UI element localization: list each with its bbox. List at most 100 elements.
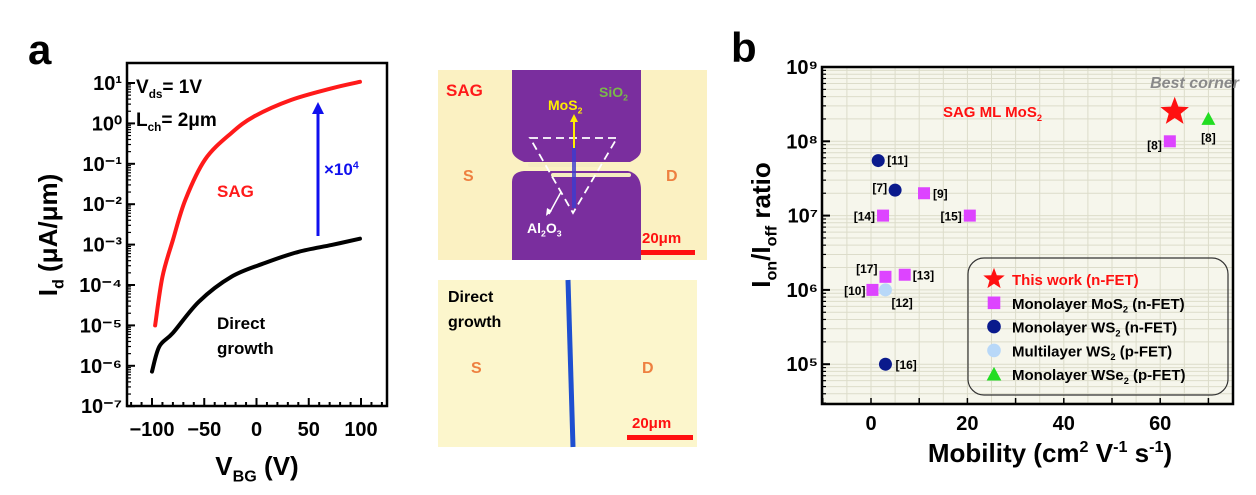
mos2-arrow-head: [570, 114, 578, 122]
x-tick-label-a: −100: [129, 419, 174, 441]
x-tick-label-b: 0: [865, 413, 876, 435]
x-tick-label-a: 100: [344, 419, 377, 441]
data-point-circle: [888, 183, 902, 197]
legend-marker-square: [987, 296, 1001, 310]
y-axis-title-b: Ion​/Ioff​ ratio: [746, 162, 781, 288]
y-tick-label-b: 10⁸: [786, 131, 818, 153]
annotation-best-corner: Best corner: [1150, 75, 1240, 92]
curve-direct-growth: [150, 236, 362, 374]
point-ref-label: [8]: [1147, 138, 1162, 152]
panel-label-b: b: [731, 24, 757, 71]
x-tick-label-a: 0: [251, 419, 262, 441]
data-point-circle: [878, 357, 892, 371]
x-tick-label-b: 20: [956, 413, 978, 435]
point-ref-label: [15]: [940, 210, 961, 224]
al2o3-arrow: [548, 191, 562, 215]
sio2-region-bottom: [512, 171, 641, 260]
micrograph-direct-growth: Direct growth S D 20μm: [438, 279, 697, 448]
micrograph-sag: SAG SiO2​ MoS2​ Al2​O3​ S D 20μm: [438, 70, 707, 260]
point-ref-label: [17]: [856, 262, 877, 276]
annotation-sag-ml-mos2: SAG ML MoS2​: [943, 104, 1042, 123]
panel-b-benchmark: 0 20 40 60 10⁹ 10⁸ 10⁷ 10⁶ 10⁵ Best corner SAG M…: [746, 57, 1240, 468]
data-point-square: [918, 187, 931, 200]
y-tick-label-b: 10⁷: [788, 206, 819, 228]
point-ref-label: [7]: [872, 181, 887, 195]
panel-label-a: a: [28, 26, 52, 73]
label-drain-bottom: D: [642, 360, 654, 377]
label-direct-1: Direct: [217, 314, 266, 333]
slit-upper: [528, 163, 603, 167]
data-point-square: [1163, 135, 1176, 148]
point-ref-label: [16]: [895, 358, 916, 372]
point-ref-label: [8]: [1201, 131, 1216, 145]
x-tick-label-b: 40: [1053, 413, 1075, 435]
data-point-square: [877, 209, 890, 222]
x-tick-label-a: 50: [298, 419, 320, 441]
data-point-square: [963, 209, 976, 222]
data-point-square: [898, 268, 911, 281]
y-axis-title-a: Id​ (μA/μm): [33, 174, 68, 297]
data-point-square: [879, 270, 892, 283]
point-ref-label: [13]: [913, 269, 934, 283]
y-tick-label-a: 10⁻²: [83, 194, 123, 216]
y-tick-label-a: 10⁻⁵: [80, 315, 122, 337]
point-ref-label: [9]: [933, 187, 948, 201]
label-direct-image-1: Direct: [448, 289, 494, 306]
label-source-top: S: [463, 168, 474, 185]
data-point-circle: [878, 283, 892, 297]
y-tick-label-b: 10⁹: [786, 57, 818, 79]
label-direct-2: growth: [217, 339, 274, 358]
legend-marker-star: [983, 267, 1005, 289]
y-tick-label-a: 10⁰: [92, 113, 122, 135]
y-tick-label-b: 10⁵: [786, 354, 818, 376]
sio2-region-top: [512, 70, 641, 162]
legend-marker-circle: [987, 319, 1001, 334]
gain-arrow-head: [312, 102, 324, 114]
data-point-square: [866, 283, 879, 296]
legend-entry: This work (n-FET): [1012, 272, 1139, 289]
point-ref-label: [12]: [891, 296, 912, 310]
label-sag: SAG: [217, 182, 254, 201]
data-point-circle: [871, 154, 885, 168]
label-direct-image-2: growth: [448, 314, 501, 331]
point-ref-label: [11]: [887, 154, 908, 168]
y-tick-label-a: 10⁻³: [83, 235, 123, 257]
y-tick-label-b: 10⁶: [787, 280, 818, 302]
label-source-bottom: S: [471, 360, 482, 377]
annotation-lch: Lch​= 2μm: [136, 110, 217, 134]
legend-marker-triangle: [986, 366, 1002, 381]
mos2-channel-direct: [565, 279, 576, 448]
label-gain: ×104​: [324, 160, 359, 179]
legend-entry: Monolayer WS2​ (n-FET): [1012, 320, 1177, 339]
data-point-star: [1160, 96, 1189, 124]
label-mos2: MoS2​: [548, 97, 583, 116]
x-tick-label-a: −50: [187, 419, 221, 441]
legend-entry: Monolayer MoS2​ (n-FET): [1012, 296, 1185, 315]
legend-marker-circle: [987, 343, 1001, 358]
x-axis-title-b: Mobility (cm2​ V-1​ s-1​): [928, 438, 1172, 468]
y-tick-label-a: 10⁻¹: [83, 154, 123, 176]
scale-label-top: 20μm: [642, 230, 681, 247]
y-tick-label-a: 10⁻⁶: [80, 356, 122, 378]
y-tick-label-a: 10¹: [93, 73, 122, 95]
legend-entry: Monolayer WSe2​ (p-FET): [1012, 367, 1186, 386]
x-tick-label-b: 60: [1149, 413, 1171, 435]
scale-label-bottom: 20μm: [632, 415, 671, 432]
legend-entry: Multilayer WS2​ (p-FET): [1012, 343, 1172, 362]
panel-a-transfer-curve: −100 −50 0 50 100 10¹ 10⁰ 10⁻¹ 10⁻² 10⁻³ 10⁻⁴ 10⁻⁵ 1…: [33, 61, 389, 486]
label-sio2: SiO2​: [599, 84, 628, 103]
label-sag-image: SAG: [446, 81, 483, 100]
scale-bar-bottom: [627, 435, 693, 440]
point-ref-label: [14]: [854, 210, 875, 224]
legend: This work (n-FET) Monolayer MoS2​ (n-FET)…: [983, 267, 1186, 386]
slit-lower: [551, 173, 631, 177]
plot-frame-b: [820, 65, 1235, 406]
point-ref-label: [10]: [844, 284, 865, 298]
annotation-vds: Vds​= 1V: [136, 77, 202, 101]
plot-background-b: [822, 67, 1233, 404]
x-axis-title-a: VBG​ (V): [215, 451, 298, 486]
label-drain-top: D: [666, 168, 678, 185]
data-point-triangle: [1201, 111, 1216, 125]
label-al2o3: Al2​O3​: [527, 220, 562, 239]
